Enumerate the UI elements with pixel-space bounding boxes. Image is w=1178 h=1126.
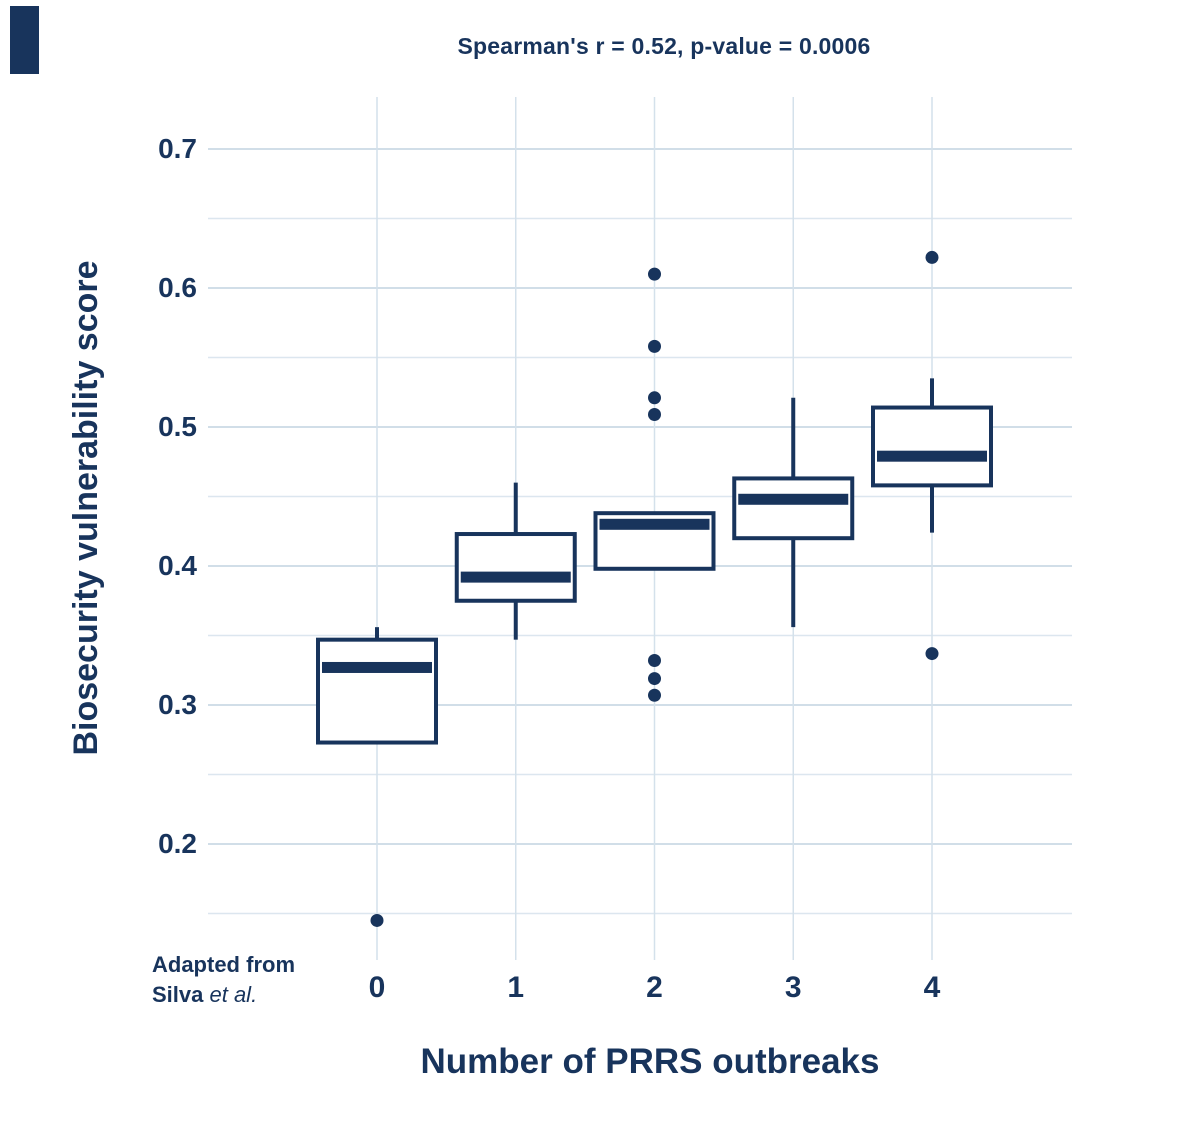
outlier-dot (648, 391, 661, 405)
source-note-etal: et al. (209, 982, 258, 1007)
y-tick-label: 0.4 (158, 550, 197, 581)
median-line (877, 450, 987, 462)
x-axis-title: Number of PRRS outbreaks (420, 1042, 880, 1081)
outlier-dot (648, 688, 661, 702)
outlier-dot (648, 407, 661, 421)
median-line (460, 571, 571, 583)
box-iqr (454, 532, 577, 603)
outlier-dot (648, 267, 661, 281)
y-tick-label: 0.5 (158, 411, 197, 442)
outlier-dot (648, 672, 661, 686)
x-tick-label: 0 (368, 971, 386, 1004)
outlier-dot (925, 647, 939, 661)
outlier-dot (648, 654, 661, 668)
x-tick-label: 1 (507, 971, 525, 1004)
source-note: Adapted from Silva et al. (152, 950, 352, 1010)
x-tick-label: 4 (923, 971, 941, 1004)
y-tick-label: 0.3 (158, 689, 197, 720)
y-tick-label: 0.2 (158, 828, 197, 859)
y-axis-title: Biosecurity vulnerability score (67, 260, 105, 756)
box-iqr (871, 405, 993, 488)
chart-title: Spearman's r = 0.52, p-value = 0.0006 (457, 33, 871, 59)
median-line (738, 493, 849, 505)
outlier-dot (370, 913, 384, 927)
box-iqr (732, 476, 855, 541)
y-tick-label: 0.6 (158, 272, 197, 303)
y-tick-label: 0.7 (158, 133, 197, 164)
source-note-line1: Adapted from (152, 952, 295, 977)
source-note-author: Silva (152, 982, 210, 1007)
median-line (599, 518, 710, 530)
outlier-dot (648, 339, 661, 353)
outlier-dot (925, 250, 939, 264)
corner-logo-fragment (10, 6, 39, 74)
x-tick-label: 2 (646, 971, 663, 1004)
x-tick-label: 3 (784, 971, 802, 1004)
median-line (322, 661, 432, 673)
box-iqr (316, 637, 438, 745)
